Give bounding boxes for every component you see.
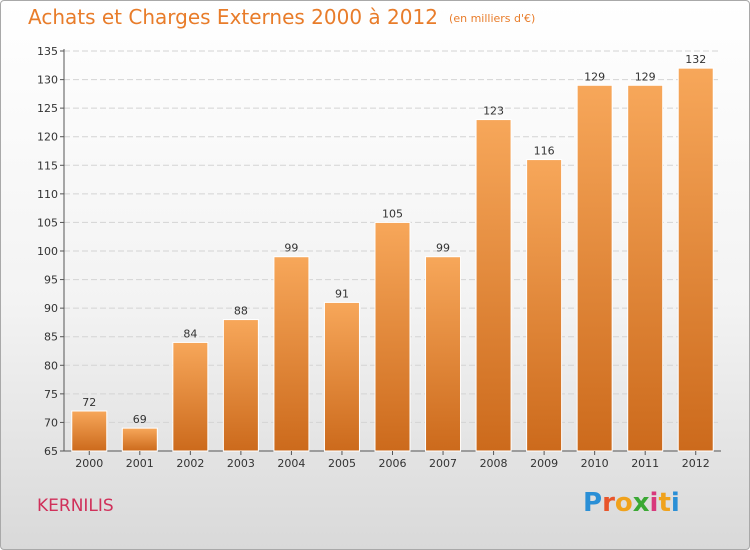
bar bbox=[71, 410, 108, 452]
logo-letter: P bbox=[583, 488, 603, 518]
y-tick-label: 95 bbox=[44, 274, 58, 287]
y-tick-label: 120 bbox=[37, 131, 58, 144]
value-label: 129 bbox=[584, 70, 605, 83]
y-tick-label: 135 bbox=[37, 45, 58, 58]
logo-letter: i bbox=[670, 488, 680, 518]
value-label: 91 bbox=[335, 287, 349, 300]
value-label: 84 bbox=[183, 327, 197, 340]
value-label: 123 bbox=[483, 105, 504, 118]
bar bbox=[475, 119, 512, 452]
y-tick-label: 75 bbox=[44, 388, 58, 401]
y-tick-label: 65 bbox=[44, 445, 58, 458]
bar bbox=[374, 221, 411, 452]
commune-name: KERNILIS bbox=[37, 496, 114, 516]
proxiti-logo: Proxiti bbox=[583, 488, 680, 518]
x-tick-label: 2011 bbox=[631, 457, 659, 470]
value-label: 72 bbox=[82, 396, 96, 409]
y-tick-label: 105 bbox=[37, 216, 58, 229]
x-tick-label: 2003 bbox=[227, 457, 255, 470]
logo-letter: x bbox=[632, 488, 650, 518]
x-tick-label: 2005 bbox=[328, 457, 356, 470]
y-tick-label: 110 bbox=[37, 188, 58, 201]
x-tick-label: 2001 bbox=[126, 457, 154, 470]
bar bbox=[222, 319, 259, 452]
bar bbox=[121, 427, 158, 452]
bar bbox=[526, 159, 563, 452]
logo-letter: r bbox=[602, 488, 615, 518]
bar bbox=[273, 256, 310, 452]
x-tick-label: 2007 bbox=[429, 457, 457, 470]
title-text: Achats et Charges Externes 2000 à 2012 bbox=[28, 5, 438, 29]
chart-title: Achats et Charges Externes 2000 à 2012 (… bbox=[28, 5, 535, 29]
value-label: 88 bbox=[234, 305, 248, 318]
bar bbox=[323, 301, 360, 452]
logo-letter: t bbox=[658, 488, 671, 518]
x-tick-label: 2004 bbox=[277, 457, 305, 470]
bar bbox=[576, 84, 613, 452]
x-tick-label: 2009 bbox=[530, 457, 558, 470]
value-label: 99 bbox=[436, 242, 450, 255]
bar bbox=[627, 84, 664, 452]
value-label: 129 bbox=[635, 70, 656, 83]
x-tick-label: 2010 bbox=[581, 457, 609, 470]
y-tick-label: 90 bbox=[44, 302, 58, 315]
y-tick-label: 85 bbox=[44, 331, 58, 344]
y-tick-label: 70 bbox=[44, 416, 58, 429]
value-label: 132 bbox=[685, 53, 706, 66]
logo-letter: i bbox=[649, 488, 659, 518]
x-tick-label: 2012 bbox=[682, 457, 710, 470]
bar bbox=[172, 341, 209, 452]
value-label: 105 bbox=[382, 207, 403, 220]
y-tick-label: 80 bbox=[44, 359, 58, 372]
bar bbox=[677, 67, 714, 452]
x-tick-label: 2008 bbox=[480, 457, 508, 470]
y-tick-label: 130 bbox=[37, 74, 58, 87]
y-tick-label: 100 bbox=[37, 245, 58, 258]
x-tick-label: 2006 bbox=[379, 457, 407, 470]
x-tick-label: 2002 bbox=[176, 457, 204, 470]
unit-note: (en milliers d'€) bbox=[449, 12, 536, 25]
value-label: 69 bbox=[133, 413, 147, 426]
logo-letter: o bbox=[614, 488, 633, 518]
y-tick-label: 125 bbox=[37, 102, 58, 115]
value-label: 99 bbox=[284, 242, 298, 255]
x-tick-label: 2000 bbox=[75, 457, 103, 470]
value-label: 116 bbox=[534, 145, 555, 158]
bar bbox=[425, 256, 462, 452]
y-tick-label: 115 bbox=[37, 159, 58, 172]
